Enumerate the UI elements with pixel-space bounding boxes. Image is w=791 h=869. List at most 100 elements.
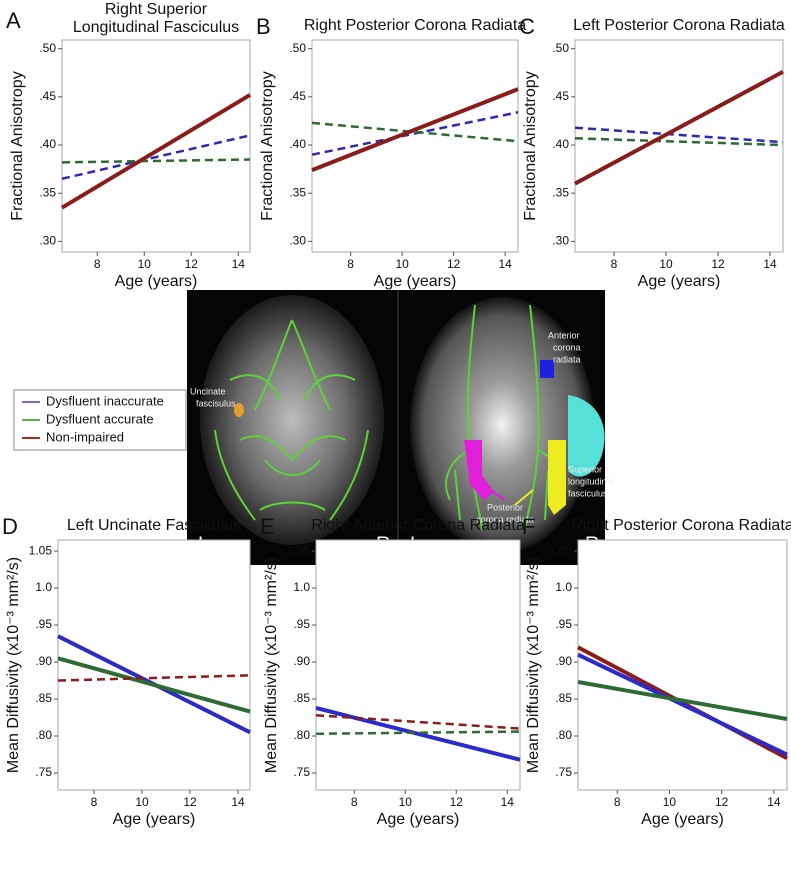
legend-label: Dysfluent inaccurate: [46, 393, 164, 408]
y-tick-label: .45: [289, 89, 306, 103]
trend-line: Non-impaired: [315, 714, 521, 730]
y-tick-label: .45: [39, 89, 56, 103]
y-tick-label: .30: [39, 234, 56, 248]
y-axis-label: Fractional Anisotropy: [9, 71, 26, 220]
x-tick-label: 8: [94, 257, 101, 271]
brain-label: Superior: [568, 464, 602, 474]
x-tick-label: 10: [135, 795, 149, 809]
x-tick-label: 8: [351, 795, 358, 809]
y-tick-label: 1.05: [549, 543, 573, 557]
trend-line: Dysfluent accurate: [577, 680, 788, 721]
y-tick-label: .80: [35, 728, 52, 742]
y-tick-label: .85: [555, 691, 572, 705]
y-tick-label: .50: [289, 41, 306, 55]
x-tick-label: 14: [763, 257, 777, 271]
chart-title: Right Posterior Corona Radiata: [571, 517, 791, 534]
y-tick-label: .85: [35, 691, 52, 705]
plot-area: [315, 539, 521, 791]
x-tick-label: 12: [185, 257, 199, 271]
y-tick-label: .50: [552, 41, 569, 55]
y-tick-label: .30: [552, 234, 569, 248]
y-tick-label: .30: [289, 234, 306, 248]
y-tick-label: 1.05: [29, 543, 53, 557]
chart-title: Right Posterior Corona Radiata: [304, 17, 526, 34]
brain-label: radiata: [553, 354, 581, 364]
brain-label: longitudinal: [568, 476, 614, 486]
plot-area: [574, 39, 784, 253]
x-tick-label: 10: [138, 257, 152, 271]
trend-line: Dysfluent accurate: [311, 121, 519, 143]
x-tick-label: 12: [711, 257, 725, 271]
panel-letter: F: [522, 514, 535, 539]
trend-line: Non-impaired: [574, 70, 784, 186]
y-tick-label: .80: [293, 728, 310, 742]
x-tick-label: 8: [611, 257, 618, 271]
panel-letter: C: [519, 14, 535, 39]
x-tick-label: 14: [232, 257, 246, 271]
y-tick-label: .85: [293, 691, 310, 705]
y-tick-label: .95: [555, 617, 572, 631]
x-tick-label: 14: [231, 795, 245, 809]
chart-title: Longitudinal Fasciculus: [73, 19, 239, 36]
y-tick-label: 1.0: [555, 580, 572, 594]
x-tick-label: 12: [450, 795, 464, 809]
x-tick-label: 12: [183, 795, 197, 809]
trend-line: Non-impaired: [57, 674, 251, 682]
y-tick-label: .95: [35, 617, 52, 631]
brain-label: Anterior: [548, 330, 580, 340]
y-tick-label: .75: [35, 765, 52, 779]
y-tick-label: 1.05: [287, 543, 311, 557]
legend-box: [13, 389, 187, 451]
pointer: [514, 489, 534, 506]
x-tick-label: 8: [347, 257, 354, 271]
chart-panel: .30 .35 .40 .45 .50 8 10 12 14 Age (years) Fractio…: [519, 14, 785, 290]
panel-letter: E: [260, 514, 275, 539]
trend-line: Dysfluent inaccurate: [311, 111, 519, 156]
x-tick-label: 10: [663, 795, 677, 809]
x-axis-label: Age (years): [115, 273, 198, 290]
trend-line: Non-impaired: [60, 93, 252, 210]
brain-label: fascisulus: [196, 398, 236, 408]
y-tick-label: .90: [555, 654, 572, 668]
anterior-roi: [540, 360, 554, 378]
y-axis-label: Mean Diffusivity (x10⁻³ mm²/s): [5, 557, 22, 773]
trend-line: Dysfluent accurate: [574, 137, 784, 147]
x-tick-label: 10: [399, 795, 413, 809]
brain-axial: [200, 295, 384, 545]
y-tick-label: .90: [35, 654, 52, 668]
trend-line: Dysfluent accurate: [315, 730, 521, 736]
pointer: [489, 489, 506, 501]
y-axis-label: Fractional Anisotropy: [259, 71, 276, 220]
plot-area: [61, 39, 251, 253]
x-axis-label: Age (years): [377, 811, 460, 828]
plot-area: [57, 539, 251, 791]
superior-roi: [568, 395, 605, 477]
x-axis-label: Age (years): [638, 273, 721, 290]
brain-label: corona: [553, 342, 581, 352]
legend-label: Dysfluent accurate: [46, 411, 154, 426]
x-tick-label: 12: [715, 795, 729, 809]
y-tick-label: 1.0: [293, 580, 310, 594]
y-tick-label: .40: [289, 137, 306, 151]
y-tick-label: .35: [39, 185, 56, 199]
y-tick-label: .40: [39, 137, 56, 151]
y-tick-label: .75: [555, 765, 572, 779]
chart-panel: .75 .80 .85 .90 .95 1.0 1.05 8 10 12 14 Age (years)…: [260, 514, 525, 828]
trend-line: Dysfluent accurate: [57, 656, 251, 714]
chart-panel: .30 .35 .40 .45 .50 8 10 12 14 Age (years) Fractio…: [256, 14, 526, 290]
trend-line: Dysfluent inaccurate: [574, 126, 784, 144]
legend-label: Non-impaired: [46, 429, 124, 444]
y-tick-label: .80: [555, 728, 572, 742]
chart-title: Right Superior: [105, 1, 208, 18]
trend-line: Dysfluent inaccurate: [577, 652, 788, 757]
x-tick-label: 8: [614, 795, 621, 809]
x-axis-label: Age (years): [113, 811, 196, 828]
x-axis-label: Age (years): [641, 811, 724, 828]
chart-title: Right Anterior Corona Radiata: [311, 517, 525, 534]
trend-line: Dysfluent accurate: [61, 158, 251, 164]
plot-area: [311, 39, 519, 253]
y-tick-label: .45: [552, 89, 569, 103]
panel-letter: A: [6, 8, 21, 33]
posterior-roi: [548, 440, 566, 515]
